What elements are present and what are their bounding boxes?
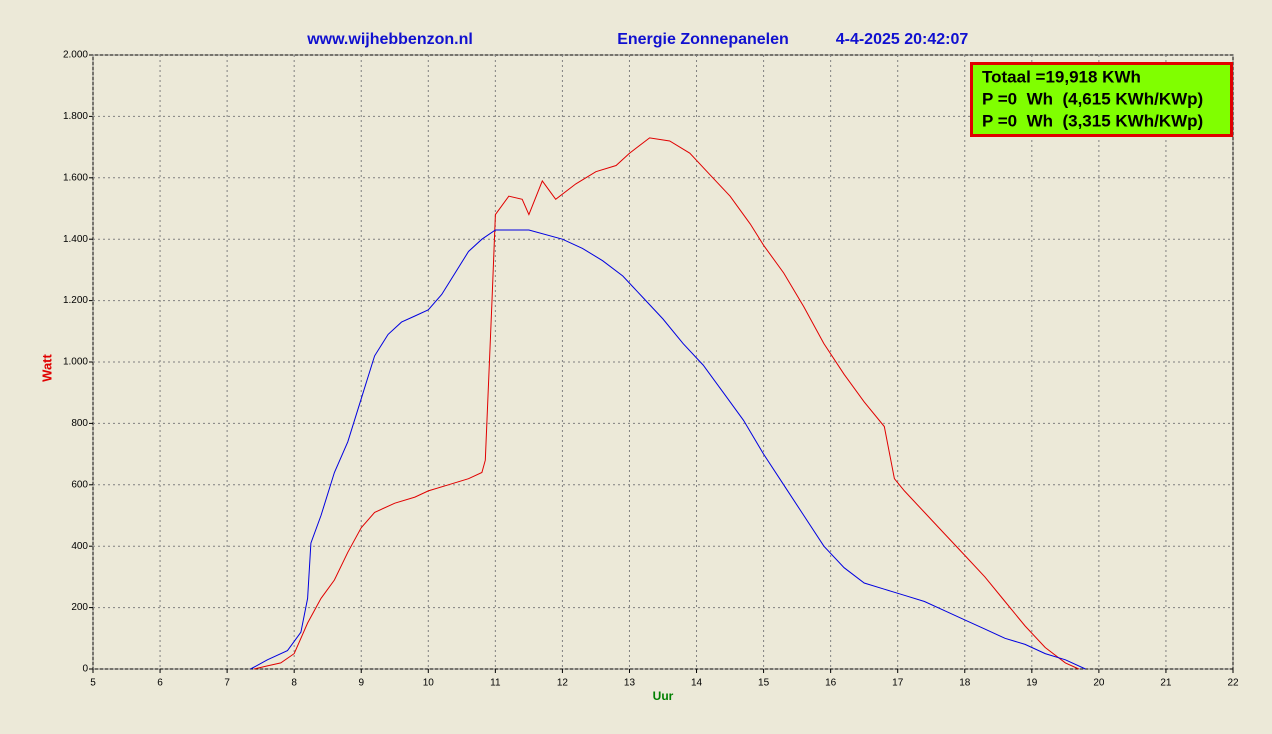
y-tick-label: 400 [71, 541, 88, 552]
info-line: P =0 Wh (3,315 KWh/KWp) [982, 111, 1203, 130]
timestamp: 4-4-2025 20:42:07 [836, 31, 969, 48]
x-tick-label: 21 [1160, 678, 1172, 689]
x-tick-label: 7 [224, 678, 230, 689]
x-tick-label: 16 [825, 678, 837, 689]
series-line [250, 229, 1086, 670]
info-text: Totaal =19,918 KWh P =0 Wh (4,615 KWh/KWp… [982, 67, 1203, 130]
y-tick-label: 600 [71, 479, 88, 490]
lines [250, 137, 1086, 670]
y-tick-label: 200 [71, 602, 88, 613]
chart-subtitle: Energie Zonnepanelen [617, 31, 789, 48]
y-tick-label: 1.400 [63, 234, 88, 245]
x-tick-label: 11 [490, 678, 501, 689]
x-tick-label: 18 [959, 678, 971, 689]
y-tick-label: 1.000 [63, 357, 88, 368]
x-tick-label: 13 [624, 678, 636, 689]
x-tick-label: 14 [691, 678, 703, 689]
series-line [253, 137, 1080, 670]
y-tick-label: 1.200 [63, 295, 88, 306]
y-tick-label: 800 [71, 418, 88, 429]
x-tick-label: 15 [758, 678, 770, 689]
chart-title: www.wijhebbenzon.nl [306, 31, 473, 48]
y-tick-label: 0 [82, 664, 88, 675]
info-line: Totaal =19,918 KWh [982, 67, 1141, 86]
x-tick-label: 12 [557, 678, 569, 689]
x-tick-label: 22 [1227, 678, 1239, 689]
info-line: P =0 Wh (4,615 KWh/KWp) [982, 89, 1203, 108]
y-tick-label: 1.800 [63, 111, 88, 122]
y-tick-label: 2.000 [63, 50, 88, 61]
x-tick-label: 6 [157, 678, 163, 689]
x-tick-label: 19 [1026, 678, 1038, 689]
x-tick-label: 9 [358, 678, 364, 689]
x-tick-label: 5 [90, 678, 96, 689]
x-tick-label: 8 [291, 678, 297, 689]
x-axis-label: Uur [653, 689, 674, 703]
y-axis-label: Watt [39, 353, 54, 381]
info-box [970, 62, 1233, 137]
x-tick-label: 10 [423, 678, 435, 689]
x-tick-label: 20 [1093, 678, 1105, 689]
y-tick-label: 1.600 [63, 172, 88, 183]
grid [89, 54, 1234, 673]
x-tick-label: 17 [892, 678, 904, 689]
